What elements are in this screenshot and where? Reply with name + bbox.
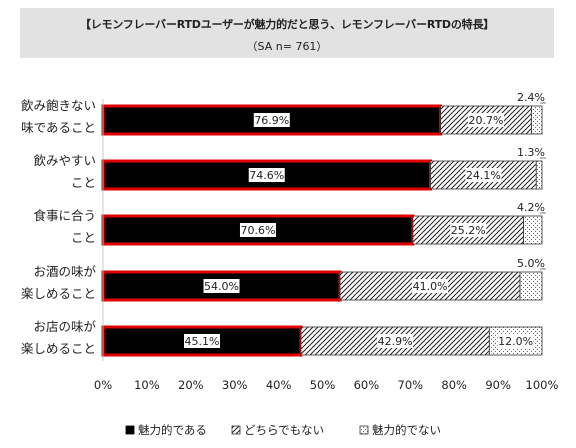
bar-not-attractive-3 [519, 271, 543, 301]
x-tick-label: 30% [222, 378, 248, 392]
legend-label: どちらでもない [244, 423, 324, 437]
x-tick-label: 0% [94, 378, 112, 392]
x-tick-label: 100% [526, 378, 559, 392]
title-box: 【レモンフレーバーRTDユーザーが魅力的だと思う、レモンフレーバーRTDの特長】… [20, 8, 554, 58]
data-label: 4.2% [517, 201, 545, 214]
data-label: 41.0% [413, 280, 448, 293]
category-label: 楽しめること [21, 286, 96, 301]
data-label: 12.0% [498, 335, 533, 348]
legend-label: 魅力的でない [372, 423, 441, 437]
legend-swatch [231, 425, 241, 435]
data-label-box [253, 113, 290, 127]
legend-label: 魅力的である [138, 423, 207, 437]
x-tick-label: 70% [398, 378, 424, 392]
legend-swatch [359, 425, 369, 435]
category-label: お酒の味が [33, 264, 96, 279]
x-tick-label: 10% [134, 378, 160, 392]
x-tick-label: 80% [441, 378, 467, 392]
category-label: 味であること [21, 120, 96, 135]
category-label: 楽しめること [21, 341, 96, 356]
data-label: 45.1% [185, 335, 220, 348]
category-label: お店の味が [33, 319, 96, 334]
category-label: 飲み飽きない [21, 98, 96, 113]
data-label: 70.6% [240, 224, 275, 237]
data-label: 24.1% [466, 169, 501, 182]
data-label: 2.4% [517, 91, 545, 104]
x-tick-label: 40% [266, 378, 292, 392]
data-label-box [239, 223, 276, 237]
data-label-box [465, 168, 502, 182]
data-label-box [412, 279, 449, 293]
data-label: 20.7% [469, 114, 504, 127]
data-label-box [203, 279, 240, 293]
data-label: 54.0% [204, 280, 239, 293]
data-label-box [377, 334, 414, 348]
category-label: こと [71, 175, 96, 190]
data-label: 74.6% [249, 169, 284, 182]
legend-swatch [125, 425, 135, 435]
data-label: 25.2% [451, 224, 486, 237]
chart-subtitle: （SA n= 761） [246, 40, 328, 53]
x-tick-label: 90% [485, 378, 511, 392]
data-label: 76.9% [254, 114, 289, 127]
x-tick-label: 20% [178, 378, 204, 392]
data-label-box [497, 334, 534, 348]
chart-title: 【レモンフレーバーRTDユーザーが魅力的だと思う、レモンフレーバーRTDの特長】 [79, 18, 495, 31]
category-label: 飲みやすい [33, 153, 96, 168]
data-label-box [450, 223, 487, 237]
bar-not-attractive-2 [523, 215, 543, 245]
bar-not-attractive-1 [535, 160, 543, 190]
bar-not-attractive-0 [531, 105, 543, 135]
data-label-box [468, 113, 505, 127]
data-label: 5.0% [517, 257, 545, 270]
category-label: こと [71, 230, 96, 245]
data-label: 1.3% [517, 146, 545, 159]
data-label-box [183, 334, 220, 348]
category-label: 食事に合う [33, 208, 96, 223]
data-label-box [248, 168, 285, 182]
x-tick-label: 60% [354, 378, 380, 392]
data-label: 42.9% [378, 335, 413, 348]
x-tick-label: 50% [310, 378, 336, 392]
